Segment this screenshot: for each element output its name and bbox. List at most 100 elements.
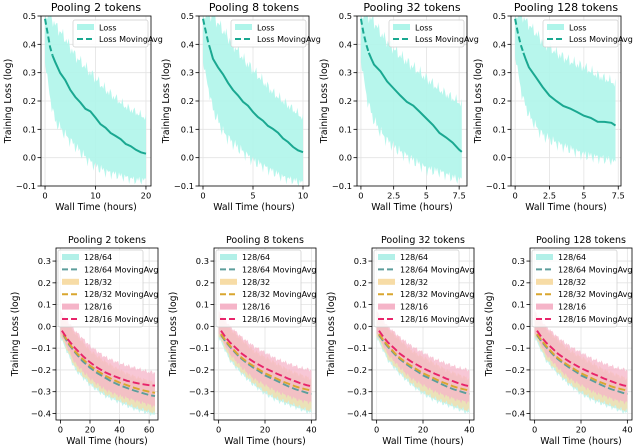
legend-swatch-band (536, 278, 553, 285)
legend-swatch-band (547, 24, 564, 30)
legend-swatch-band (77, 24, 94, 30)
legend-label: Loss (569, 24, 587, 33)
plot-area (514, 16, 617, 166)
y-tick-label: 0.1 (512, 300, 525, 310)
moving-avg-line (522, 52, 617, 127)
chart-panel-5: −0.4 −0.3 −0.2 −0.1 0.0 0.1 0.2 0.3 0 20 40 60 Pooli… (10, 235, 158, 447)
legend-label: Loss MovingAvg (569, 35, 633, 44)
y-tick-label: 0.4 (23, 39, 36, 49)
x-tick-label: 5 (581, 191, 586, 201)
chart-panel-1: −0.1 0.0 0.1 0.2 0.3 0.4 0.5 0 10 20 Pooling 2 tok… (3, 1, 163, 213)
y-tick-label: 0.1 (196, 300, 209, 310)
legend-label: 128/32 (242, 278, 270, 287)
x-tick-label: 40 (306, 425, 317, 435)
chart-panel-4: −0.1 0.0 0.1 0.2 0.3 0.4 0.5 0 2.5 5 7.5 Pooling 12… (473, 1, 633, 213)
moving-avg-line (378, 333, 470, 392)
y-tick-label: −0.1 (486, 181, 506, 191)
x-tick-label: 0 (42, 191, 47, 201)
x-tick-label: 5 (424, 191, 429, 201)
y-tick-label: 0.4 (493, 39, 506, 49)
y-tick-label: 0.1 (493, 124, 506, 134)
legend-swatch-band (235, 24, 252, 30)
y-tick-label: 0.0 (493, 153, 506, 163)
y-tick-label: 0.0 (354, 321, 367, 331)
x-tick-label: 0 (200, 191, 205, 201)
legend-label: 128/16 (558, 303, 586, 312)
moving-avg-line-dashed (359, 18, 370, 54)
x-axis-label: Wall Time (hours) (224, 436, 306, 447)
x-tick-label: 20 (85, 425, 96, 435)
legend-label: 128/16 MovingAvg (400, 315, 474, 324)
loss-band (203, 16, 303, 186)
x-tick-label: 0 (512, 191, 517, 201)
legend-label: 128/16 MovingAvg (242, 315, 316, 324)
legend-label: 128/16 MovingAvg (558, 315, 632, 324)
y-axis-label: Training Loss (log) (168, 292, 179, 377)
y-tick-label: 0.3 (38, 256, 51, 266)
y-tick-label: −0.2 (505, 365, 525, 375)
chart-title: Pooling 128 tokens (514, 1, 619, 14)
legend-label: Loss (415, 24, 433, 33)
y-tick-label: −0.1 (31, 343, 51, 353)
legend-swatch-band (62, 303, 79, 310)
legend-swatch-band (536, 303, 553, 310)
y-tick-label: 0.1 (354, 300, 367, 310)
x-axis-label: Wall Time (hours) (540, 436, 622, 447)
loss-band (60, 311, 155, 409)
y-tick-label: 0.2 (38, 278, 51, 288)
y-tick-label: −0.4 (347, 408, 367, 418)
legend-label: 128/32 (84, 278, 112, 287)
y-tick-label: 0.2 (196, 278, 209, 288)
loss-band (515, 16, 616, 166)
y-tick-label: −0.1 (332, 181, 352, 191)
y-axis-label: Training Loss (log) (3, 59, 14, 144)
y-tick-label: −0.1 (189, 343, 209, 353)
x-tick-label: 40 (114, 425, 125, 435)
legend-box (57, 249, 144, 328)
loss-band (534, 311, 628, 405)
legend-swatch-band (220, 254, 237, 260)
chart-title: Pooling 2 tokens (51, 1, 142, 14)
chart-panel-3: −0.1 0.0 0.1 0.2 0.3 0.4 0.5 0 2.5 5 7.5 Pooling 32… (319, 1, 479, 213)
moving-avg-line (536, 330, 628, 388)
chart-title: Pooling 8 tokens (209, 1, 300, 14)
y-tick-label: 0.1 (181, 124, 194, 134)
plot-area (60, 311, 156, 417)
x-tick-label: 0 (358, 191, 363, 201)
y-tick-label: −0.4 (31, 408, 51, 418)
legend-label: 128/16 MovingAvg (84, 315, 158, 324)
y-tick-label: 0.5 (181, 11, 194, 21)
legend-swatch-band (378, 278, 395, 285)
y-tick-label: −0.1 (16, 181, 36, 191)
legend-label: 128/32 (558, 278, 586, 287)
y-axis-label: Training Loss (log) (326, 292, 337, 377)
x-tick-label: 2.5 (387, 191, 400, 201)
x-tick-label: 20 (141, 191, 152, 201)
x-tick-label: 10 (90, 191, 101, 201)
legend-label: Loss MovingAvg (99, 35, 163, 44)
legend-label: 128/32 MovingAvg (84, 290, 158, 299)
plot-area (534, 311, 628, 414)
legend-label: 128/32 MovingAvg (400, 290, 474, 299)
legend-label: 128/16 (84, 303, 112, 312)
x-tick-label: 0 (532, 425, 537, 435)
y-tick-label: 0.2 (339, 96, 352, 106)
x-axis-label: Wall Time (hours) (55, 202, 137, 213)
y-tick-label: 0.3 (354, 256, 367, 266)
y-tick-label: 0.5 (493, 11, 506, 21)
y-tick-label: −0.4 (189, 408, 209, 418)
y-tick-label: 0.2 (493, 96, 506, 106)
x-axis-label: Wall Time (hours) (66, 436, 148, 447)
x-tick-label: 2.5 (543, 191, 556, 201)
legend-swatch-band (62, 254, 79, 260)
legend-label: Loss (99, 24, 117, 33)
legend-label: 128/64 (558, 253, 586, 262)
y-tick-label: 0.5 (23, 11, 36, 21)
legend-box (373, 249, 460, 328)
x-tick-label: 0 (374, 425, 379, 435)
y-tick-label: −0.3 (347, 387, 367, 397)
chart-title: Pooling 32 tokens (381, 235, 465, 246)
legend-label: Loss MovingAvg (257, 35, 321, 44)
y-tick-label: 0.3 (23, 68, 36, 78)
